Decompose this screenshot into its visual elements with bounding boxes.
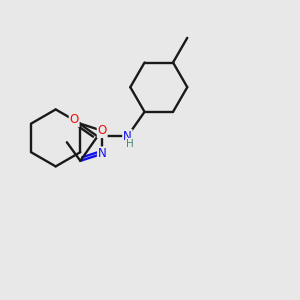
Text: O: O <box>70 113 79 127</box>
Text: N: N <box>123 130 132 143</box>
Text: N: N <box>98 147 106 160</box>
Text: O: O <box>98 124 107 137</box>
Text: H: H <box>126 139 134 148</box>
